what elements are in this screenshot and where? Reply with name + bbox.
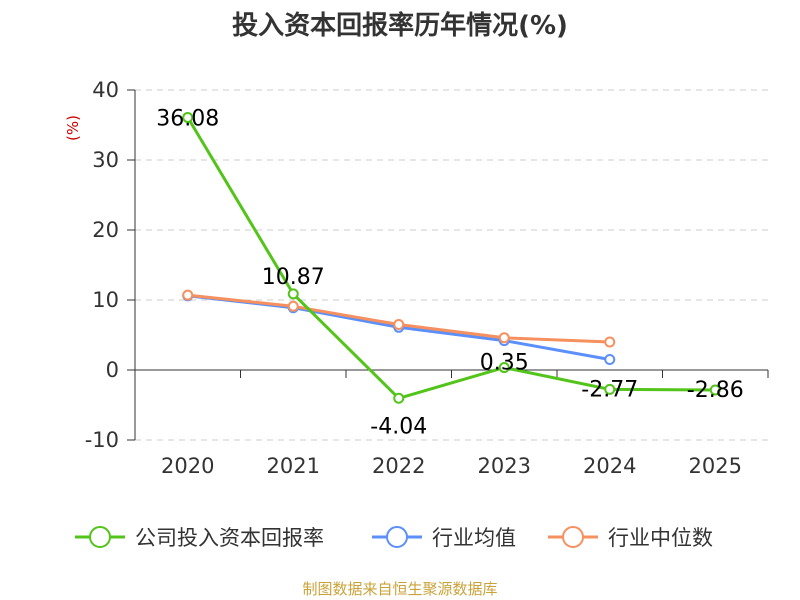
x-tick-label: 2021 — [267, 454, 320, 478]
legend-label: 公司投入资本回报率 — [135, 526, 324, 550]
y-tick-label: 10 — [92, 288, 119, 312]
data-label: -2.86 — [687, 378, 744, 403]
grid-lines — [135, 89, 768, 441]
data-labels: 36.08 10.87 -4.04 0.35 -2.77 -2.86 — [156, 106, 743, 439]
data-label: 36.08 — [156, 106, 219, 131]
chart-title: 投入资本回报率历年情况(%) — [232, 10, 568, 41]
series-0-point[interactable] — [393, 392, 405, 404]
legend-item-2[interactable]: 行业中位数 — [548, 526, 713, 550]
legend-swatch-marker — [386, 526, 408, 548]
y-tick-label: 20 — [92, 218, 119, 242]
y-axis-unit-label: (%) — [64, 115, 82, 141]
y-tick-label: 40 — [92, 78, 119, 102]
x-tick-label: 2025 — [689, 454, 742, 478]
y-tick-label: -10 — [85, 428, 119, 452]
source-note: 制图数据来自恒生聚源数据库 — [302, 580, 497, 598]
data-label: 0.35 — [480, 351, 529, 376]
y-tick-label: 0 — [106, 358, 119, 382]
data-label: 10.87 — [262, 265, 325, 290]
x-tick-label: 2020 — [161, 454, 214, 478]
data-label: -2.77 — [581, 377, 638, 402]
x-tick-label: 2022 — [372, 454, 425, 478]
series-2-point[interactable] — [182, 289, 194, 301]
series-0-point[interactable] — [709, 384, 721, 396]
series-0-point[interactable] — [604, 383, 616, 395]
data-label: -4.04 — [370, 414, 427, 439]
series-2-point[interactable] — [498, 332, 510, 344]
x-tick-labels: 2020 2021 2022 2023 2024 2025 — [161, 454, 742, 478]
series-2-point[interactable] — [393, 319, 405, 330]
series-0-point[interactable] — [498, 362, 510, 374]
legend-item-1[interactable]: 行业均值 — [372, 526, 516, 550]
x-tick-label: 2023 — [478, 454, 531, 478]
series-1-point[interactable] — [604, 354, 616, 365]
legend-item-0[interactable]: 公司投入资本回报率 — [75, 526, 324, 550]
legend[interactable]: 公司投入资本回报率 行业均值 行业中位数 — [75, 526, 713, 550]
axes — [127, 89, 769, 441]
legend-swatch-marker — [562, 526, 584, 548]
y-tick-label: 30 — [92, 148, 119, 172]
legend-swatch-marker — [89, 526, 111, 548]
series-line-2 — [187, 293, 610, 344]
legend-label: 行业中位数 — [608, 526, 713, 550]
legend-label: 行业均值 — [432, 526, 516, 550]
series-lines — [182, 111, 721, 404]
y-tick-labels: 40 30 20 10 0 -10 — [85, 78, 119, 452]
series-0-point[interactable] — [182, 111, 194, 123]
series-line-0 — [186, 116, 716, 400]
series-2-point[interactable] — [604, 336, 616, 348]
series-2-point[interactable] — [287, 300, 299, 312]
x-tick-label: 2024 — [583, 454, 636, 478]
series-0-point[interactable] — [287, 288, 299, 300]
